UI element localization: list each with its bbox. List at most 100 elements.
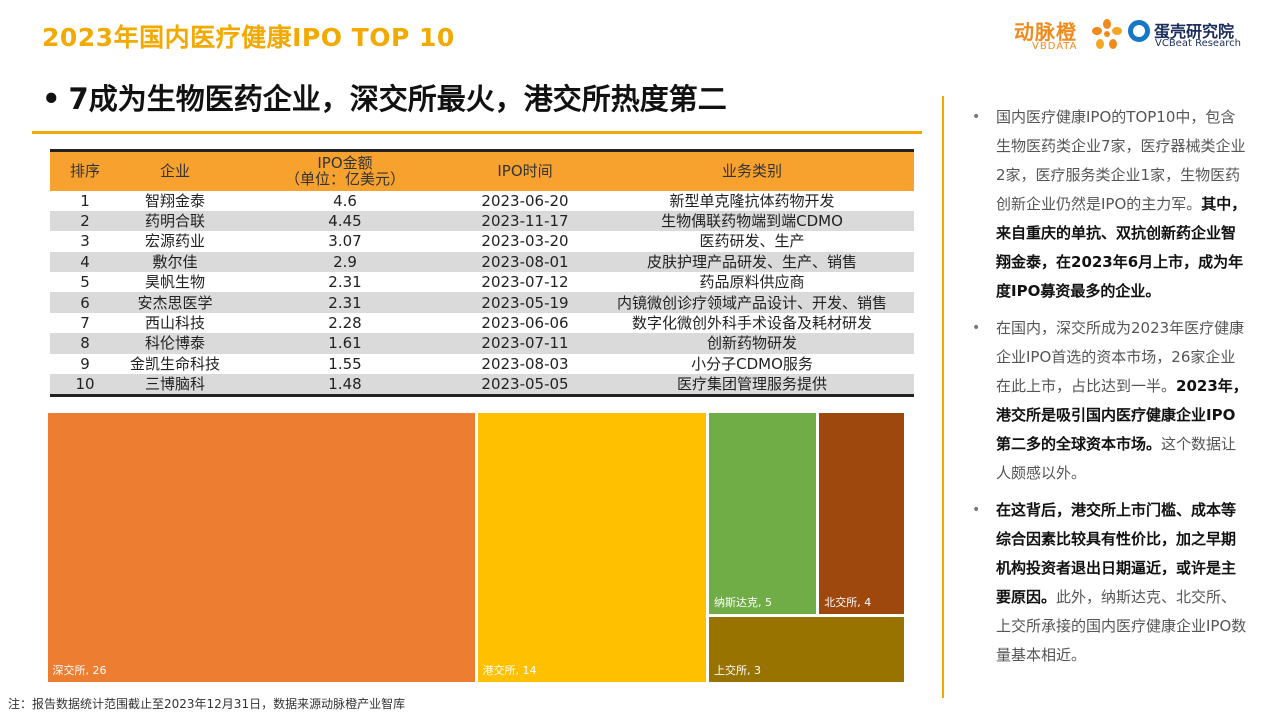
table-cell: 2023-07-11 <box>460 333 590 354</box>
vcbeat-logo: 蛋壳研究院 VCBeat Research <box>1128 16 1248 52</box>
title-divider <box>32 131 922 134</box>
commentary-note: • 国内医疗健康IPO的TOP10中，包含生物医药类企业7家，医疗器械类企业2家，… <box>968 103 1248 306</box>
note-text: 此外，纳斯达克、北交所、上交所承接的国内医疗健康企业IPO数量基本相近。 <box>996 588 1247 664</box>
table-cell: 2 <box>50 210 120 232</box>
treemap-tile-nasdaq: 纳斯达克, 5 <box>709 412 817 614</box>
table-cell: 4 <box>50 251 120 273</box>
table-cell: 2023-08-03 <box>481 354 569 373</box>
note-text: 国内医疗健康IPO的TOP10中，包含生物医药类企业7家，医疗器械类企业2家，医… <box>996 108 1246 213</box>
ipo-top10-table: 排序 企业 IPO金额 （单位：亿美元） IPO时间 业务类别 1 智翔金泰 4.6 2023… <box>50 149 914 397</box>
table-row: 3 宏源药业 3.07 2023-03-20 医药研发、生产 <box>50 231 914 251</box>
treemap-tile-bse: 北交所, 4 <box>819 412 905 614</box>
treemap-tile-szse: 深交所, 26 <box>47 412 475 682</box>
table-cell: 宏源药业 <box>144 232 205 251</box>
table-cell: 敷尔佳 <box>120 251 230 273</box>
exchange-treemap: 深交所, 26 港交所, 14 纳斯达克, 5 北交所, 4 上交所, 3 <box>46 411 906 683</box>
treemap-tile-label: 上交所, 3 <box>714 663 762 677</box>
table-cell: 新型单克隆抗体药物开发 <box>669 191 835 210</box>
logo-pinwheel-icon <box>1092 19 1122 49</box>
treemap-tile-label: 纳斯达克, 5 <box>714 595 773 609</box>
table-cell: 皮肤护理产品研发、生产、销售 <box>590 251 914 273</box>
table-cell: 2023-05-19 <box>460 292 590 313</box>
table-cell: 2023-08-01 <box>460 251 590 273</box>
table-cell: 2023-11-17 <box>460 210 590 232</box>
table-header-cell: 排序 <box>50 149 120 191</box>
bullet-icon: • <box>972 109 981 125</box>
table-cell: 2.31 <box>328 273 362 292</box>
logo-ring-icon <box>1128 20 1150 42</box>
note-emphasis: 在这背后，港交所上市门槛、成本等综合因素比较具有性价比，加之早期机构投资者退出日… <box>996 501 1237 606</box>
table-header-cell: IPO时间 <box>460 149 590 191</box>
table-cell: 7 <box>80 314 90 333</box>
table-cell: 9 <box>80 354 90 373</box>
table-cell: 创新药物研发 <box>590 333 914 354</box>
treemap-tile-label: 北交所, 4 <box>824 595 872 609</box>
logo-brand-sub: VBDATA <box>1032 41 1078 52</box>
table-cell: 西山科技 <box>144 314 205 333</box>
table-cell: 1.55 <box>328 354 362 373</box>
table-row: 10 三博脑科 1.48 2023-05-05 医疗集团管理服务提供 <box>50 374 914 397</box>
commentary-note: • 在国内，深交所成为2023年医疗健康企业IPO首选的资本市场，26家企业在此上… <box>968 314 1248 488</box>
table-cell: 8 <box>50 333 120 354</box>
table-body: 1 智翔金泰 4.6 2023-06-20 新型单克隆抗体药物开发 2 药明合联 4.45 20… <box>50 191 914 397</box>
treemap-tile-sse: 上交所, 3 <box>709 616 905 682</box>
table-header-cell: 企业 <box>120 149 230 191</box>
table-cell: 数字化微创外科手术设备及耗材研发 <box>631 314 872 333</box>
note-text: 这个数据让人颇感以外。 <box>996 435 1237 482</box>
bullet-icon: • <box>972 320 981 336</box>
table-row: 9 金凯生命科技 1.55 2023-08-03 小分子CDMO服务 <box>50 354 914 374</box>
table-header-cell: 业务类别 <box>590 149 914 191</box>
table-cell: 医疗集团管理服务提供 <box>590 374 914 397</box>
bullet-icon: • <box>972 502 981 518</box>
table-cell: 10 <box>50 374 120 397</box>
table-cell: 3 <box>80 232 90 251</box>
treemap-tile-label: 港交所, 14 <box>482 663 537 677</box>
table-cell: 2.9 <box>230 251 460 273</box>
page-title: 2023年国内医疗健康IPO TOP 10 <box>42 23 455 52</box>
table-cell: 1 <box>80 191 90 210</box>
commentary-panel: • 国内医疗健康IPO的TOP10中，包含生物医药类企业7家，医疗器械类企业2家，… <box>968 103 1248 678</box>
logo-brand-name: 动脉橙 <box>1014 20 1077 44</box>
table-row: 7 西山科技 2.28 2023-06-06 数字化微创外科手术设备及耗材研发 <box>50 313 914 333</box>
table-cell: 科伦博泰 <box>120 333 230 354</box>
table-row: 5 昊帆生物 2.31 2023-07-12 药品原料供应商 <box>50 272 914 292</box>
table-cell: 2023-05-05 <box>460 374 590 397</box>
slide-subtitle-text: 7成为生物医药企业，深交所最火，港交所热度第二 <box>68 82 727 116</box>
table-cell: 2023-03-20 <box>481 232 569 251</box>
table-cell: 内镜微创诊疗领域产品设计、开发、销售 <box>590 292 914 313</box>
note-emphasis: 2023年，港交所是吸引国内医疗健康企业IPO第二多的全球资本市场。 <box>996 377 1248 453</box>
note-emphasis: 其中，来自重庆的单抗、双抗创新药企业智翔金泰，在2023年6月上市，成为年度IP… <box>996 195 1247 300</box>
table-cell: 2023-06-06 <box>481 314 569 333</box>
slide-subtitle: • 7成为生物医药企业，深交所最火，港交所热度第二 <box>42 82 727 116</box>
table-cell: 2023-06-20 <box>481 191 569 210</box>
table-cell: 1.48 <box>230 374 460 397</box>
table-cell: 医药研发、生产 <box>699 232 805 251</box>
table-cell: 智翔金泰 <box>144 191 205 210</box>
table-row: 8 科伦博泰 1.61 2023-07-11 创新药物研发 <box>50 333 914 354</box>
table-cell: 2.28 <box>328 314 362 333</box>
table-row: 2 药明合联 4.45 2023-11-17 生物偶联药物端到端CDMO <box>50 210 914 232</box>
table-cell: 昊帆生物 <box>144 273 205 292</box>
table-cell: 药明合联 <box>120 210 230 232</box>
table-cell: 小分子CDMO服务 <box>691 354 813 373</box>
table-header-row: 排序 企业 IPO金额 （单位：亿美元） IPO时间 业务类别 <box>50 149 914 191</box>
table-cell: 金凯生命科技 <box>129 354 220 373</box>
table-cell: 安杰思医学 <box>120 292 230 313</box>
logo2-name: 蛋壳研究院 <box>1154 22 1235 41</box>
table-cell: 生物偶联药物端到端CDMO <box>590 210 914 232</box>
vbdata-logo: 动脉橙 VBDATA <box>1014 16 1124 52</box>
note-text: 在国内，深交所成为2023年医疗健康企业IPO首选的资本市场，26家企业在此上市… <box>996 319 1245 395</box>
table-row: 4 敷尔佳 2.9 2023-08-01 皮肤护理产品研发、生产、销售 <box>50 251 914 273</box>
table-cell: 1.61 <box>230 333 460 354</box>
table-cell: 三博脑科 <box>120 374 230 397</box>
table-row: 6 安杰思医学 2.31 2023-05-19 内镜微创诊疗领域产品设计、开发、销售 <box>50 292 914 313</box>
table-cell: 4.6 <box>333 191 357 210</box>
logo2-sub: VCBeat Research <box>1155 38 1241 49</box>
table-header-cell: IPO金额 （单位：亿美元） <box>230 149 460 191</box>
table-cell: 5 <box>80 273 90 292</box>
table-cell: 药品原料供应商 <box>699 273 805 292</box>
table-row: 1 智翔金泰 4.6 2023-06-20 新型单克隆抗体药物开发 <box>50 191 914 211</box>
commentary-note: • 在这背后，港交所上市门槛、成本等综合因素比较具有性价比，加之早期机构投资者退出… <box>968 496 1248 670</box>
table-cell: 3.07 <box>328 232 362 251</box>
footnote: 注：报告数据统计范围截止至2023年12月31日，数据来源动脉橙产业智库 <box>8 697 406 711</box>
